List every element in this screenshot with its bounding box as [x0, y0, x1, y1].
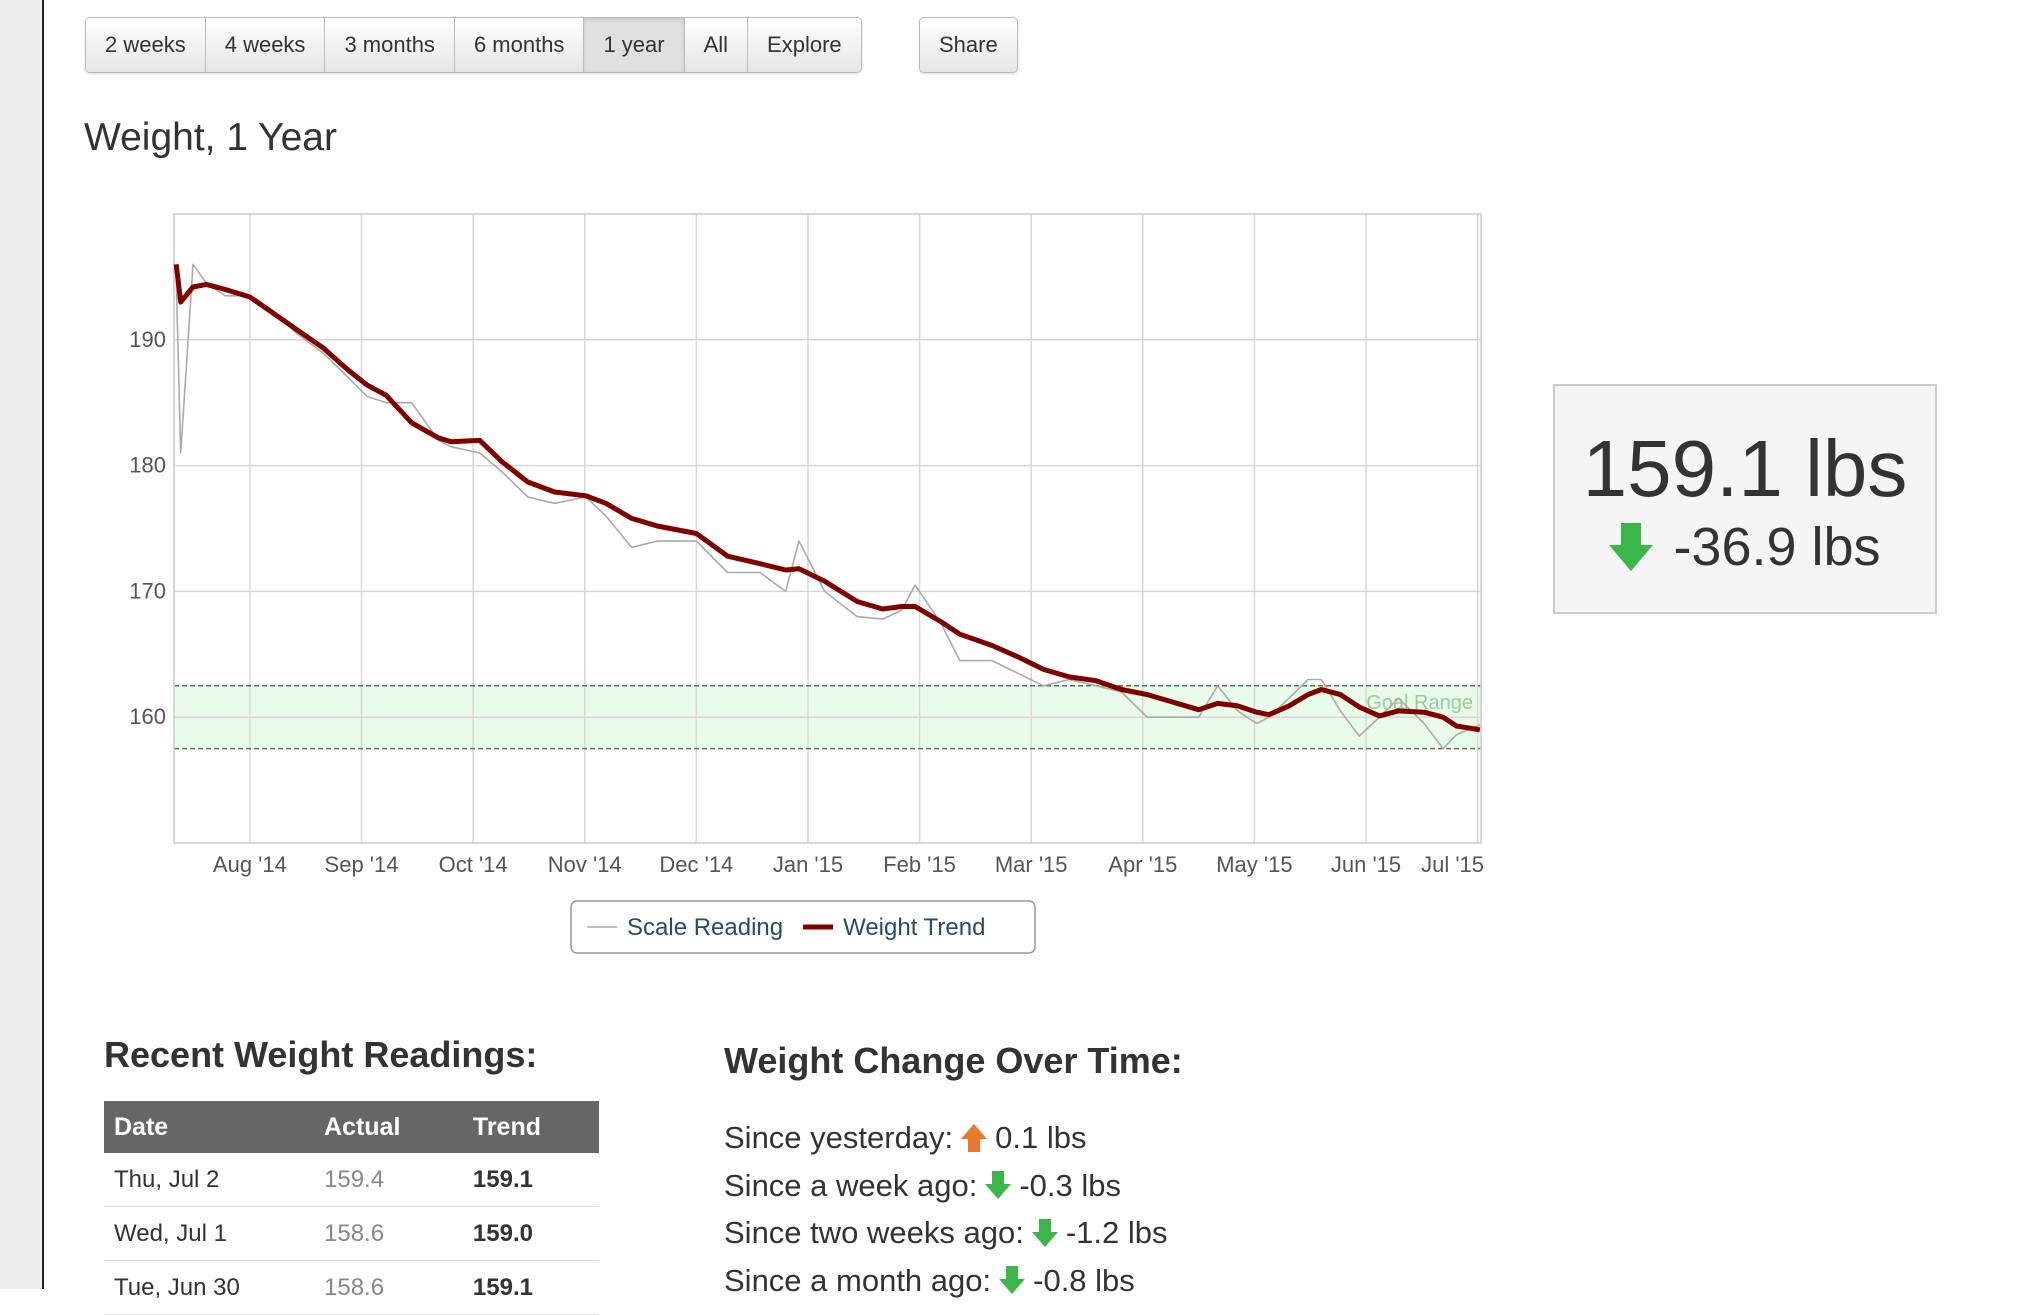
change-label: Since two weeks ago: [724, 1215, 1024, 1250]
share-button[interactable]: Share [919, 17, 1018, 73]
down-arrow [1609, 523, 1654, 571]
chart: Goal Range 160 170 180 190 Aug '14 Sep '14 Oct … [129, 213, 1484, 954]
total-change: -36.9 lbs [1555, 514, 1935, 580]
legend-label: Weight Trend [843, 914, 985, 941]
column-header: Actual [314, 1101, 463, 1153]
cell: 159.0 [462, 1206, 599, 1261]
series-line [173, 264, 1481, 733]
y-tick-label: 190 [129, 327, 166, 352]
y-tick-label: 180 [129, 453, 166, 478]
cell: Tue, Jun 30 [104, 1260, 314, 1315]
current-weight: 159.1 lbs [1582, 424, 1908, 513]
change-value: -36.9 lbs [1673, 517, 1881, 577]
range-button[interactable]: All [684, 18, 749, 72]
change-value: -1.2 lbs [1065, 1215, 1168, 1250]
x-tick-label: Jun '15 [1331, 852, 1401, 877]
cell: 159.1 [462, 1153, 599, 1207]
down-arrow [985, 1171, 1012, 1200]
column-header: Date [104, 1101, 314, 1153]
section-title: Weight Change Over Time: [724, 1040, 1183, 1081]
series-line [175, 263, 1481, 750]
range-button[interactable]: 3 months [325, 18, 455, 72]
change-item: Since two weeks ago: -1.2 lbs [724, 1209, 1168, 1257]
y-tick-label: 170 [129, 578, 166, 603]
range-button[interactable]: 1 year [584, 18, 685, 72]
x-tick-label: Sep '14 [325, 852, 399, 877]
x-tick-label: Dec '14 [659, 852, 733, 877]
cell: 159.4 [314, 1153, 463, 1207]
change-item: Since a week ago: -0.3 lbs [724, 1162, 1168, 1210]
cell: 159.1 [462, 1260, 599, 1315]
summary-box: 159.1 lbs -36.9 lbs [1553, 384, 1937, 614]
cell: 158.6 [314, 1260, 463, 1315]
change-list: Since yesterday: 0.1 lbs Since a week ago… [724, 1114, 1168, 1304]
change-item: Since yesterday: 0.1 lbs [724, 1114, 1168, 1162]
x-tick-label: Jul '15 [1421, 852, 1484, 877]
x-tick-label: Oct '14 [439, 852, 508, 877]
range-button[interactable]: 6 months [454, 18, 585, 72]
change-item: Since a month ago: -0.8 lbs [724, 1257, 1168, 1305]
y-tick-label: 160 [129, 704, 166, 729]
range-button[interactable]: 2 weeks [86, 18, 206, 72]
chart-title: Weight, 1 Year [84, 116, 337, 159]
section-title: Recent Weight Readings: [104, 1034, 538, 1075]
x-tick-label: Aug '14 [213, 852, 287, 877]
sidebar [0, 0, 44, 1289]
up-arrow [961, 1123, 988, 1152]
legend-label: Scale Reading [627, 914, 783, 941]
x-tick-label: Nov '14 [548, 852, 622, 877]
x-tick-label: Mar '15 [995, 852, 1068, 877]
change-label: Since yesterday: [724, 1120, 954, 1155]
plot-border [173, 213, 1482, 844]
goal-label: Goal Range [1366, 692, 1473, 714]
change-value: 0.1 lbs [995, 1120, 1087, 1155]
down-arrow [1031, 1218, 1058, 1247]
change-label: Since a week ago: [724, 1167, 978, 1203]
x-tick-label: Feb '15 [883, 852, 956, 877]
cell: Thu, Jul 2 [104, 1153, 314, 1207]
change-value: -0.8 lbs [1033, 1262, 1135, 1298]
change-value: -0.3 lbs [1019, 1167, 1121, 1203]
change-label: Since a month ago: [724, 1262, 992, 1298]
range-buttons: 2 weeks 4 weeks 3 months 6 months 1 year… [85, 17, 862, 73]
down-arrow [999, 1266, 1026, 1295]
readings-table: Date Actual Trend Thu, Jul 2 159.4 159.1 Wed… [104, 1101, 599, 1315]
cell: 158.6 [314, 1206, 463, 1261]
column-header: Trend [462, 1101, 599, 1153]
x-tick-label: Apr '15 [1108, 852, 1177, 877]
x-tick-label: May '15 [1216, 852, 1292, 877]
legend-box [570, 900, 1036, 954]
range-button[interactable]: Explore [748, 18, 861, 72]
range-button[interactable]: 4 weeks [205, 18, 326, 72]
x-tick-label: Jan '15 [773, 852, 843, 877]
cell: Wed, Jul 1 [104, 1206, 314, 1261]
